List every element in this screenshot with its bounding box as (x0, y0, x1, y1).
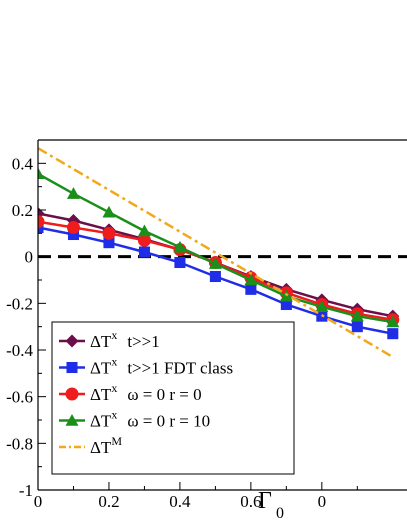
legend-suffix-s2: t>>1 FDT class (127, 359, 233, 378)
y-tick-label: -0.8 (6, 434, 33, 453)
data-point-s2-4 (174, 256, 186, 269)
series-line-s5 (38, 147, 394, 359)
x-axis-label: Γ (258, 488, 272, 514)
data-point-s3-1 (66, 221, 80, 234)
data-point-s2-1 (67, 228, 80, 241)
legend-label-s4: ΔTx ω = 0 r = 10 (90, 408, 210, 431)
axes-layer (37, 139, 407, 491)
legend-suffix-s3: ω = 0 r = 0 (127, 385, 201, 404)
y-tick-label: 0.2 (12, 201, 33, 220)
legend-marker-s3 (65, 387, 79, 401)
x-tick-label: 0.2 (98, 492, 119, 511)
legend-sup-s5: M (111, 434, 122, 448)
x-tick-label: 0 (318, 492, 327, 511)
data-point-s4-4 (173, 240, 187, 253)
legend-sup-s2: x (111, 355, 117, 369)
legend-suffix-s4: ω = 0 r = 10 (127, 412, 210, 431)
y-tick-label: -0.2 (6, 294, 33, 313)
data-point-s3-0 (38, 215, 45, 229)
y-tick-label: 0.4 (12, 154, 34, 173)
data-point-s4-6 (244, 273, 258, 286)
legend-marker-s4 (65, 414, 79, 426)
legend-label-s3: ΔTx ω = 0 r = 0 (90, 381, 202, 404)
data-point-s2-6 (245, 283, 257, 295)
legend-marker-s1 (65, 334, 79, 348)
legend-marker-s2 (66, 361, 78, 374)
data-point-s2-5 (209, 270, 221, 283)
x-tick-label: 0.4 (169, 492, 191, 511)
data-point-s2-2 (103, 237, 115, 249)
data-point-s4-8 (315, 300, 329, 313)
data-point-s2-10 (387, 328, 399, 340)
data-point-s2-3 (138, 246, 150, 258)
data-point-s4-10 (386, 315, 400, 328)
x-tick-label: 0.6 (240, 492, 261, 511)
y-tick-label: -1 (19, 481, 33, 500)
legend-sup-s3: x (111, 381, 117, 395)
legend-sup-s4: x (111, 408, 117, 422)
y-tick-label: -0.6 (6, 388, 33, 407)
data-point-s3-3 (137, 233, 151, 247)
data-point-s2-7 (280, 298, 292, 311)
x-axis-label-subscript: 0 (276, 505, 284, 522)
y-tick-label: -0.4 (6, 341, 33, 360)
data-point-s4-3 (137, 224, 151, 237)
legend-box (51, 321, 295, 475)
series-layer (38, 147, 400, 359)
data-point-s4-0 (38, 167, 45, 180)
ticks-layer: 0.40.20-0.2-0.4-0.6-0.8-10 0.2 0.4 0.6 0 (6, 154, 358, 511)
data-point-s3-2 (102, 226, 116, 240)
data-point-s4-2 (102, 205, 116, 218)
legend-suffix-s1: t>>1 (127, 332, 159, 351)
legend-sup-s1: x (111, 328, 117, 342)
x-tick-label: 0 (34, 492, 43, 511)
series-line-s4 (38, 172, 394, 324)
data-point-s4-5 (208, 257, 222, 269)
data-point-s2-9 (351, 321, 363, 333)
data-point-s4-1 (66, 187, 80, 199)
y-tick-label: 0 (25, 248, 34, 267)
data-point-s4-9 (350, 309, 364, 322)
